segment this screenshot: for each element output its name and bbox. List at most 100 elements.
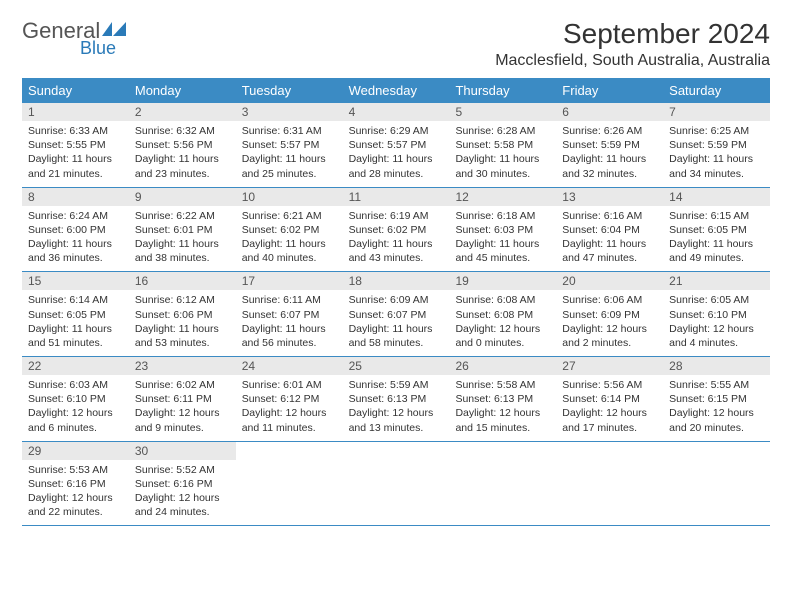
sunrise-line: Sunrise: 5:55 AM <box>669 378 764 392</box>
day-number: 8 <box>22 188 129 206</box>
day-body: Sunrise: 6:33 AMSunset: 5:55 PMDaylight:… <box>22 121 129 187</box>
daylight-line: Daylight: 11 hours and 51 minutes. <box>28 322 123 350</box>
day-body: Sunrise: 6:24 AMSunset: 6:00 PMDaylight:… <box>22 206 129 272</box>
sunset-line: Sunset: 6:06 PM <box>135 308 230 322</box>
sunset-line: Sunset: 5:56 PM <box>135 138 230 152</box>
day-cell <box>343 442 450 526</box>
sunrise-line: Sunrise: 6:22 AM <box>135 209 230 223</box>
day-cell: 7Sunrise: 6:25 AMSunset: 5:59 PMDaylight… <box>663 103 770 187</box>
day-number: 20 <box>556 272 663 290</box>
day-number: 3 <box>236 103 343 121</box>
sunrise-line: Sunrise: 6:19 AM <box>349 209 444 223</box>
sunrise-line: Sunrise: 6:05 AM <box>669 293 764 307</box>
sunrise-line: Sunrise: 5:52 AM <box>135 463 230 477</box>
day-number: 18 <box>343 272 450 290</box>
sunset-line: Sunset: 5:58 PM <box>455 138 550 152</box>
sunset-line: Sunset: 6:09 PM <box>562 308 657 322</box>
daylight-line: Daylight: 12 hours and 22 minutes. <box>28 491 123 519</box>
daylight-line: Daylight: 11 hours and 23 minutes. <box>135 152 230 180</box>
day-number: 19 <box>449 272 556 290</box>
day-cell: 25Sunrise: 5:59 AMSunset: 6:13 PMDayligh… <box>343 357 450 441</box>
daylight-line: Daylight: 12 hours and 2 minutes. <box>562 322 657 350</box>
day-number: 27 <box>556 357 663 375</box>
daylight-line: Daylight: 11 hours and 56 minutes. <box>242 322 337 350</box>
daylight-line: Daylight: 12 hours and 6 minutes. <box>28 406 123 434</box>
daylight-line: Daylight: 12 hours and 13 minutes. <box>349 406 444 434</box>
daylight-line: Daylight: 11 hours and 58 minutes. <box>349 322 444 350</box>
day-cell: 12Sunrise: 6:18 AMSunset: 6:03 PMDayligh… <box>449 188 556 272</box>
sunrise-line: Sunrise: 6:08 AM <box>455 293 550 307</box>
sunset-line: Sunset: 6:03 PM <box>455 223 550 237</box>
sunrise-line: Sunrise: 6:14 AM <box>28 293 123 307</box>
sunset-line: Sunset: 6:08 PM <box>455 308 550 322</box>
sunset-line: Sunset: 6:14 PM <box>562 392 657 406</box>
day-body: Sunrise: 6:03 AMSunset: 6:10 PMDaylight:… <box>22 375 129 441</box>
day-body: Sunrise: 6:12 AMSunset: 6:06 PMDaylight:… <box>129 290 236 356</box>
day-number: 10 <box>236 188 343 206</box>
day-body: Sunrise: 6:26 AMSunset: 5:59 PMDaylight:… <box>556 121 663 187</box>
day-number: 22 <box>22 357 129 375</box>
day-body: Sunrise: 5:53 AMSunset: 6:16 PMDaylight:… <box>22 460 129 526</box>
day-body: Sunrise: 5:56 AMSunset: 6:14 PMDaylight:… <box>556 375 663 441</box>
daylight-line: Daylight: 12 hours and 11 minutes. <box>242 406 337 434</box>
daylight-line: Daylight: 12 hours and 4 minutes. <box>669 322 764 350</box>
sunset-line: Sunset: 6:07 PM <box>349 308 444 322</box>
day-cell <box>236 442 343 526</box>
sunrise-line: Sunrise: 6:09 AM <box>349 293 444 307</box>
sunset-line: Sunset: 6:10 PM <box>669 308 764 322</box>
daylight-line: Daylight: 11 hours and 30 minutes. <box>455 152 550 180</box>
sunrise-line: Sunrise: 6:16 AM <box>562 209 657 223</box>
daylight-line: Daylight: 11 hours and 32 minutes. <box>562 152 657 180</box>
week-row: 22Sunrise: 6:03 AMSunset: 6:10 PMDayligh… <box>22 357 770 442</box>
daylight-line: Daylight: 11 hours and 49 minutes. <box>669 237 764 265</box>
daylight-line: Daylight: 12 hours and 15 minutes. <box>455 406 550 434</box>
day-number: 28 <box>663 357 770 375</box>
day-cell: 18Sunrise: 6:09 AMSunset: 6:07 PMDayligh… <box>343 272 450 356</box>
day-body: Sunrise: 6:29 AMSunset: 5:57 PMDaylight:… <box>343 121 450 187</box>
day-body: Sunrise: 5:59 AMSunset: 6:13 PMDaylight:… <box>343 375 450 441</box>
day-cell: 22Sunrise: 6:03 AMSunset: 6:10 PMDayligh… <box>22 357 129 441</box>
sunset-line: Sunset: 6:00 PM <box>28 223 123 237</box>
day-body: Sunrise: 5:55 AMSunset: 6:15 PMDaylight:… <box>663 375 770 441</box>
sunrise-line: Sunrise: 6:25 AM <box>669 124 764 138</box>
weekday-header-row: SundayMondayTuesdayWednesdayThursdayFrid… <box>22 78 770 103</box>
sunrise-line: Sunrise: 6:06 AM <box>562 293 657 307</box>
weekday-header: Tuesday <box>236 78 343 103</box>
sunset-line: Sunset: 6:02 PM <box>242 223 337 237</box>
day-cell: 19Sunrise: 6:08 AMSunset: 6:08 PMDayligh… <box>449 272 556 356</box>
day-body: Sunrise: 6:28 AMSunset: 5:58 PMDaylight:… <box>449 121 556 187</box>
week-row: 8Sunrise: 6:24 AMSunset: 6:00 PMDaylight… <box>22 188 770 273</box>
day-number: 14 <box>663 188 770 206</box>
weekday-header: Saturday <box>663 78 770 103</box>
sunrise-line: Sunrise: 6:32 AM <box>135 124 230 138</box>
daylight-line: Daylight: 12 hours and 17 minutes. <box>562 406 657 434</box>
day-number: 16 <box>129 272 236 290</box>
day-body: Sunrise: 6:19 AMSunset: 6:02 PMDaylight:… <box>343 206 450 272</box>
day-cell: 11Sunrise: 6:19 AMSunset: 6:02 PMDayligh… <box>343 188 450 272</box>
week-row: 1Sunrise: 6:33 AMSunset: 5:55 PMDaylight… <box>22 103 770 188</box>
day-body: Sunrise: 5:52 AMSunset: 6:16 PMDaylight:… <box>129 460 236 526</box>
weeks-container: 1Sunrise: 6:33 AMSunset: 5:55 PMDaylight… <box>22 103 770 526</box>
sunset-line: Sunset: 5:55 PM <box>28 138 123 152</box>
sunset-line: Sunset: 6:05 PM <box>28 308 123 322</box>
day-number: 13 <box>556 188 663 206</box>
sunset-line: Sunset: 6:07 PM <box>242 308 337 322</box>
day-number: 17 <box>236 272 343 290</box>
sunset-line: Sunset: 6:10 PM <box>28 392 123 406</box>
sunset-line: Sunset: 6:01 PM <box>135 223 230 237</box>
day-body: Sunrise: 6:02 AMSunset: 6:11 PMDaylight:… <box>129 375 236 441</box>
title-block: September 2024 Macclesfield, South Austr… <box>495 18 770 70</box>
sunset-line: Sunset: 5:57 PM <box>242 138 337 152</box>
daylight-line: Daylight: 11 hours and 45 minutes. <box>455 237 550 265</box>
day-cell: 6Sunrise: 6:26 AMSunset: 5:59 PMDaylight… <box>556 103 663 187</box>
daylight-line: Daylight: 11 hours and 34 minutes. <box>669 152 764 180</box>
day-body: Sunrise: 6:09 AMSunset: 6:07 PMDaylight:… <box>343 290 450 356</box>
sunset-line: Sunset: 6:13 PM <box>455 392 550 406</box>
day-cell: 15Sunrise: 6:14 AMSunset: 6:05 PMDayligh… <box>22 272 129 356</box>
day-number: 21 <box>663 272 770 290</box>
day-cell: 17Sunrise: 6:11 AMSunset: 6:07 PMDayligh… <box>236 272 343 356</box>
sunset-line: Sunset: 6:16 PM <box>28 477 123 491</box>
weekday-header: Friday <box>556 78 663 103</box>
sunrise-line: Sunrise: 6:18 AM <box>455 209 550 223</box>
day-number: 1 <box>22 103 129 121</box>
